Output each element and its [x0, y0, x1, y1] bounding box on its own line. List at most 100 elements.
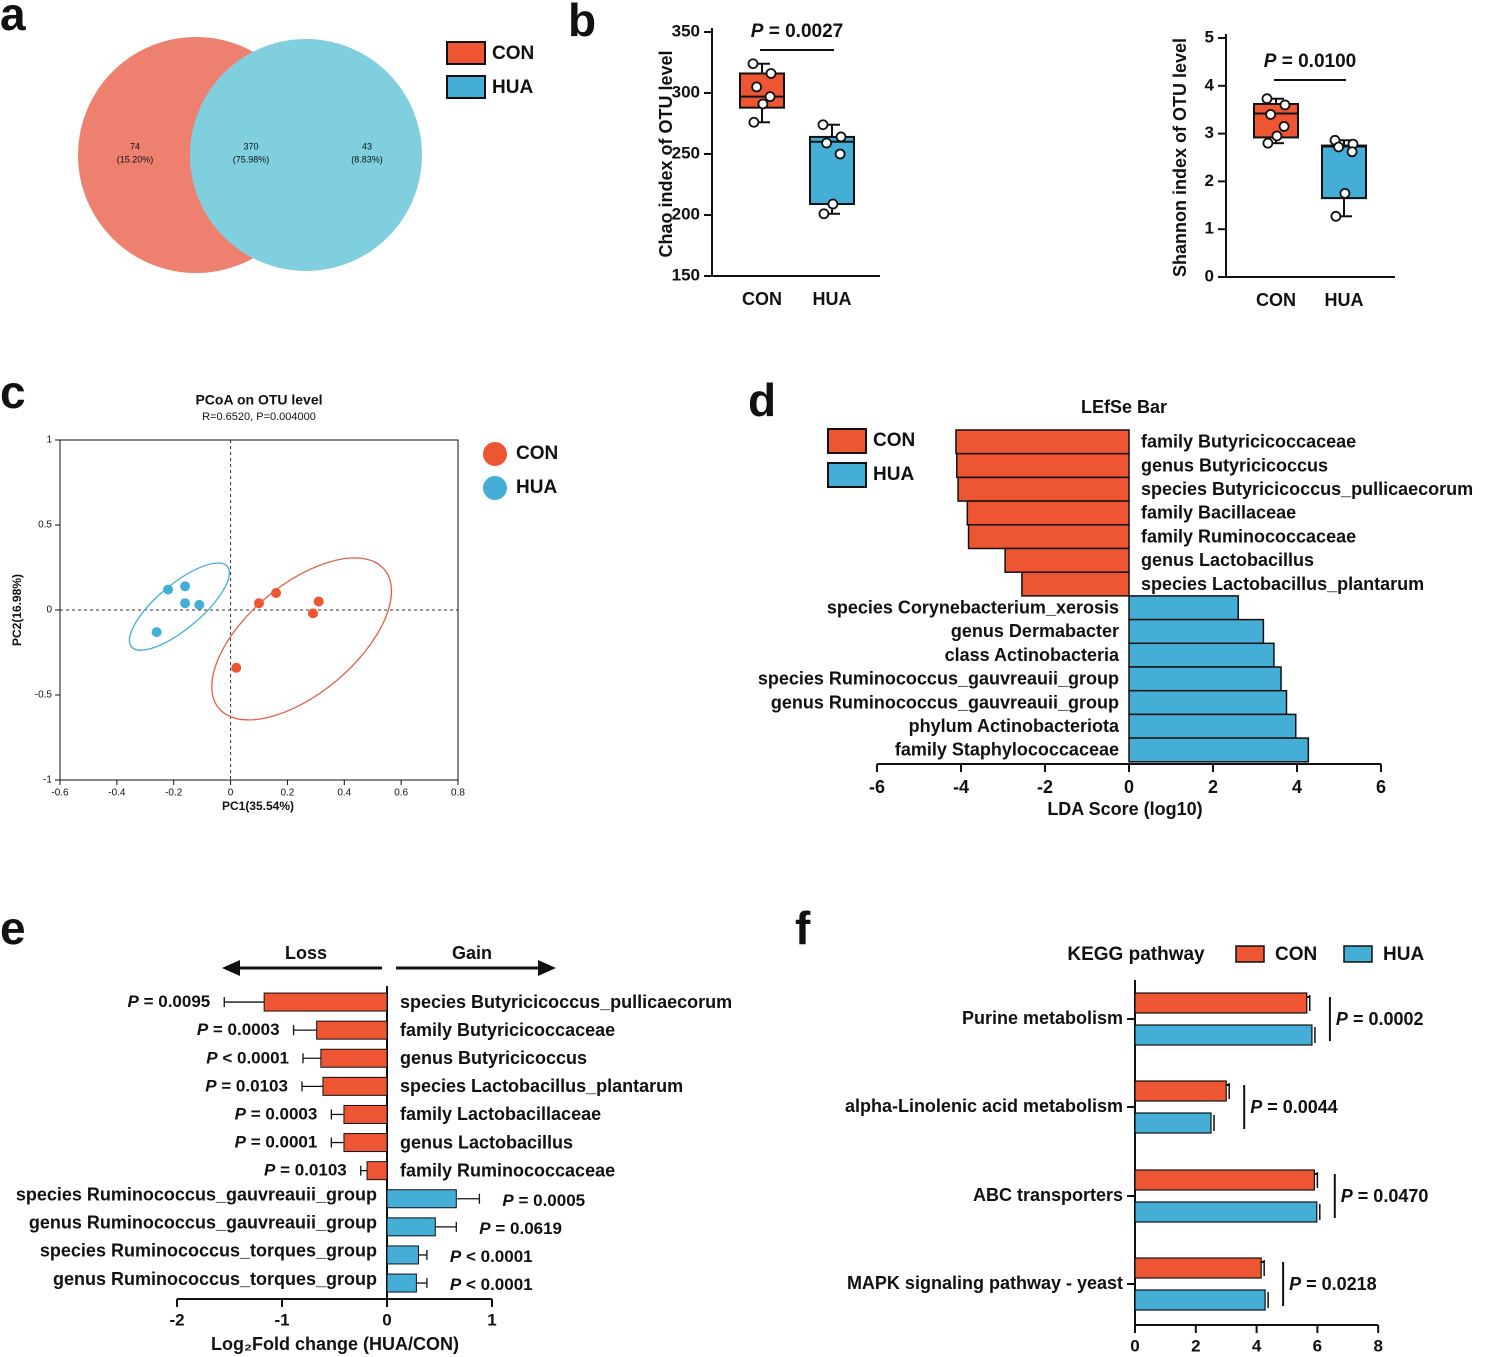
x-tick-label: HUA — [1325, 290, 1364, 310]
x-tick-label: 0.4 — [337, 788, 351, 799]
data-point — [1333, 141, 1344, 153]
data-point — [751, 81, 762, 93]
p-symbol: P — [206, 1049, 218, 1068]
data-point — [834, 148, 846, 160]
x-axis-label: Log₂Fold change (HUA/CON) — [211, 1334, 459, 1354]
x-tick-label: 6 — [1376, 777, 1386, 797]
p-value: = 0.0001 — [246, 1133, 317, 1152]
category-label: alpha-Linolenic acid metabolism — [845, 1096, 1123, 1116]
p-value-label: P = 0.0103 — [264, 1161, 347, 1180]
bar-label: family Staphylococcaceae — [895, 740, 1119, 760]
p-symbol: P — [128, 993, 140, 1012]
p-symbol: P — [1264, 51, 1277, 72]
bar-con — [967, 524, 1130, 550]
p-value-label: P = 0.0470 — [1341, 1186, 1429, 1206]
y-axis-label: Shannon index of OTU level — [1170, 38, 1190, 277]
bar-hua — [386, 1217, 436, 1237]
bar-con — [1134, 1257, 1262, 1279]
legend-marker-hua — [483, 476, 507, 500]
p-symbol: P — [1336, 1009, 1349, 1029]
panel-label-b: b — [568, 0, 596, 46]
p-symbol: P — [751, 21, 764, 42]
scatter-point-hua — [194, 599, 205, 610]
legend-swatch-hua — [827, 462, 867, 488]
bar-con — [1134, 1080, 1227, 1102]
bar-hua — [1128, 666, 1282, 692]
panel-label-c: c — [0, 366, 26, 418]
venn-percent: (15.20%) — [117, 154, 154, 164]
x-tick-label: CON — [742, 289, 782, 309]
p-value-label: P < 0.0001 — [450, 1276, 533, 1295]
y-tick-label: 200 — [672, 204, 700, 223]
scatter-point-hua — [180, 581, 191, 592]
x-tick-label: 0 — [228, 788, 234, 799]
p-symbol: P — [450, 1247, 462, 1266]
venn-count: 74 — [130, 141, 140, 151]
p-symbol: P — [479, 1219, 491, 1238]
x-tick-label: 0 — [1130, 1336, 1139, 1355]
bar-label: genus Ruminococcus_torques_group — [53, 1269, 377, 1289]
data-point — [1261, 93, 1273, 105]
legend-swatch-con — [446, 41, 486, 65]
legend-swatch-hua — [446, 75, 486, 99]
bar-hua — [1128, 595, 1239, 621]
scatter-point-hua — [180, 598, 191, 609]
bar-hua — [386, 1189, 457, 1209]
scatter-point-con — [271, 588, 282, 598]
bar-label: species Ruminococcus_torques_group — [40, 1241, 377, 1261]
y-tick-label: 150 — [672, 265, 700, 284]
data-point — [835, 131, 847, 143]
bar-label: phylum Actinobacteriota — [909, 716, 1120, 736]
legend-label: HUA — [492, 77, 533, 98]
x-tick-label: 4 — [1292, 777, 1302, 797]
y-tick-label: 300 — [672, 82, 700, 101]
legend-swatch-hua — [1343, 945, 1373, 963]
p-symbol: P — [264, 1161, 276, 1180]
chart-subtitle: R=0.6520, P=0.004000 — [202, 411, 316, 423]
legend-marker-con — [483, 442, 507, 466]
scatter-point-con — [308, 608, 319, 619]
bar-hua — [1128, 713, 1297, 739]
bar-label: family Butyricicoccaceae — [1141, 432, 1356, 452]
data-point — [757, 98, 769, 110]
x-tick-label: HUA — [813, 289, 852, 309]
bar-con — [316, 1020, 388, 1040]
y-tick-label: 5 — [1205, 27, 1214, 46]
scatter-point-hua — [163, 584, 174, 595]
bar-label: species Lactobacillus_plantarum — [400, 1076, 683, 1096]
bar-hua — [1128, 642, 1275, 668]
scatter-point-hua — [151, 627, 162, 638]
category-label: MAPK signaling pathway - yeast — [847, 1273, 1123, 1293]
venn-circle-hua — [190, 39, 422, 271]
chart-title: KEGG pathway — [1067, 944, 1205, 965]
bar-con — [1004, 547, 1130, 573]
y-tick-label: 4 — [1205, 75, 1215, 94]
category-label: Purine metabolism — [962, 1008, 1123, 1028]
legend-label: CON — [873, 430, 915, 451]
x-tick-label: 0.6 — [394, 788, 408, 799]
x-axis-label: PC1(35.54%) — [222, 799, 294, 813]
bar-hua — [1134, 1112, 1212, 1134]
y-tick-label: 2 — [1205, 171, 1214, 190]
x-tick-label: -4 — [953, 777, 969, 797]
p-symbol: P — [1341, 1186, 1354, 1206]
data-point — [1278, 121, 1290, 132]
y-tick-label: 1 — [46, 435, 52, 446]
bar-con — [956, 452, 1130, 479]
p-value: = 0.0003 — [208, 1021, 279, 1040]
p-value: < 0.0001 — [461, 1247, 532, 1266]
bar-con — [1134, 1169, 1315, 1191]
x-tick-label: 1 — [487, 1310, 496, 1329]
x-tick-label: -1 — [274, 1310, 289, 1329]
bar-con — [957, 476, 1130, 502]
chart-title: LEfSe Bar — [1081, 397, 1167, 417]
p-value-label: P = 0.0044 — [1250, 1097, 1338, 1117]
x-axis-label: LDA Score (log10) — [1047, 799, 1202, 819]
bar-hua — [1134, 1289, 1266, 1311]
data-point — [765, 68, 777, 79]
bar-con — [343, 1133, 388, 1153]
bar-hua — [386, 1245, 419, 1265]
bar-label: genus Dermabacter — [951, 621, 1119, 641]
p-symbol: P — [502, 1191, 514, 1210]
y-tick-label: 0 — [1205, 266, 1214, 285]
